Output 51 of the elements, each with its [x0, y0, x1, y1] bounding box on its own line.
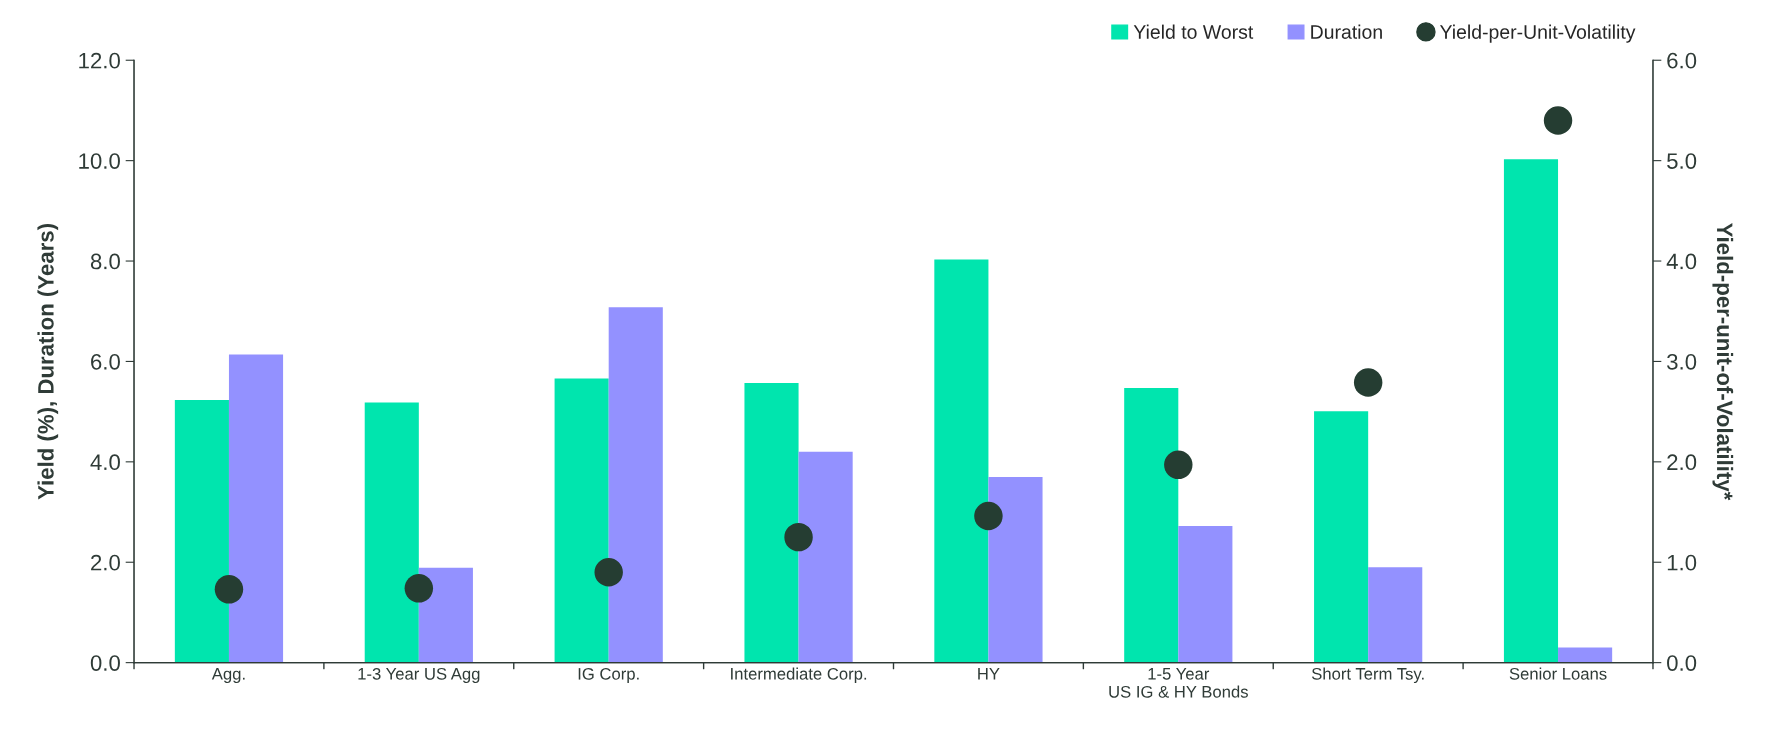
bar: [174, 400, 229, 663]
y2-tick-label: 5.0: [1667, 153, 1697, 169]
legend-label: Yield-per-Unit-Volatility: [1439, 24, 1636, 43]
legend-label: Yield to Worst: [1133, 24, 1254, 39]
bar: [554, 378, 609, 663]
bar: [228, 354, 284, 663]
x-tick-label: Intermediate Corp.: [731, 667, 867, 684]
x-tick-label: IG Corp.: [578, 667, 639, 684]
x-tick-label: Senior Loans: [1509, 667, 1607, 680]
y-tick-label: 12.0: [79, 52, 120, 69]
point: [1353, 368, 1383, 397]
bar: [1503, 159, 1559, 663]
bar: [744, 383, 799, 663]
bar: [1314, 411, 1369, 663]
y-tick-label: 4.0: [90, 454, 120, 471]
bar: [934, 259, 989, 663]
point: [784, 522, 813, 552]
bar: [608, 307, 663, 663]
y2-tick-label: 0.0: [1667, 655, 1697, 671]
y-tick-label: 8.0: [90, 253, 120, 270]
point: [1543, 106, 1573, 135]
y2-tick-label: 1.0: [1667, 554, 1697, 571]
point: [594, 558, 623, 587]
bar: [418, 567, 473, 663]
x-tick-label: 1-3 Year US Agg: [358, 667, 480, 684]
bar: [1124, 388, 1179, 663]
bar: [1178, 526, 1233, 663]
y-tick-label: 0.0: [90, 655, 120, 671]
x-tick-label: 1-5 Year US IG & HY Bonds: [1109, 668, 1248, 698]
point: [404, 574, 434, 603]
legend-label: Duration: [1311, 24, 1382, 39]
bar: [1558, 647, 1613, 663]
x-tick-label: Short Term Tsy.: [1311, 667, 1424, 684]
x-tick-label: Agg.: [211, 668, 245, 684]
x-tick-label: HY: [978, 668, 1000, 680]
bar: [988, 476, 1043, 663]
point: [1164, 450, 1193, 480]
bar: [1368, 567, 1423, 663]
bar: [798, 451, 853, 663]
y2-axis-title: Yield-per-unit-of-Volatility*: [1712, 222, 1734, 501]
bar: [364, 402, 419, 663]
y2-tick-label: 6.0: [1667, 52, 1697, 69]
y-tick-label: 6.0: [91, 353, 120, 370]
y2-tick-label: 3.0: [1667, 353, 1697, 370]
y-tick-label: 10.0: [79, 153, 120, 169]
y2-tick-label: 4.0: [1666, 253, 1697, 270]
y-tick-label: 2.0: [91, 554, 120, 571]
point: [974, 501, 1003, 531]
y2-tick-label: 2.0: [1667, 454, 1697, 471]
y-axis-title: Yield (%), Duration (Years): [37, 224, 59, 500]
point: [214, 575, 244, 604]
